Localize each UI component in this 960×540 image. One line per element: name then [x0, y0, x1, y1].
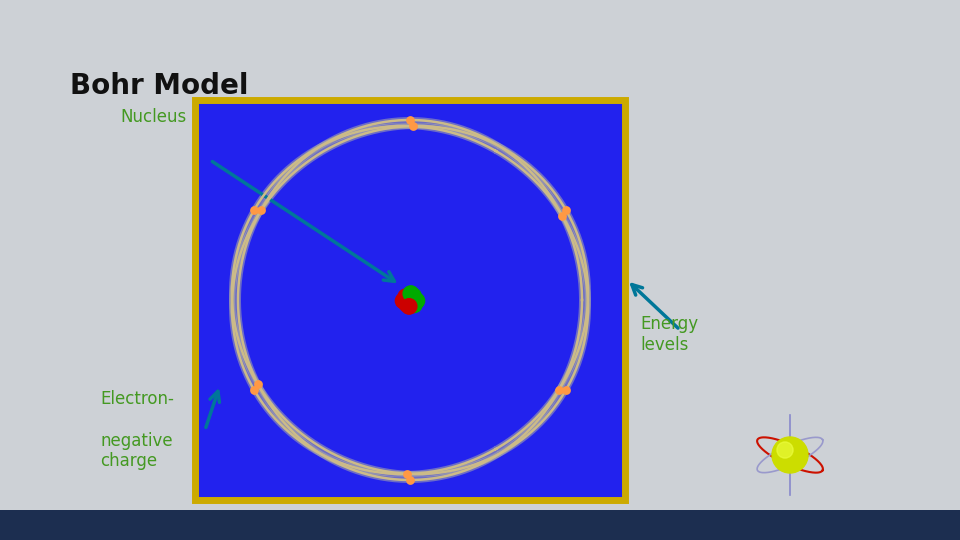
- Point: [247, 386, 262, 394]
- Point: [247, 206, 262, 214]
- Bar: [0, 510, 960, 540]
- Point: [250, 380, 265, 388]
- Point: [558, 206, 573, 214]
- Circle shape: [396, 293, 411, 308]
- Circle shape: [398, 289, 414, 305]
- Circle shape: [406, 297, 422, 313]
- Point: [558, 386, 573, 394]
- Circle shape: [401, 299, 417, 314]
- Circle shape: [403, 286, 419, 301]
- Text: Nucleus: Nucleus: [120, 108, 186, 126]
- Point: [253, 206, 269, 214]
- Text: Bohr Model: Bohr Model: [70, 72, 249, 100]
- Point: [551, 386, 566, 394]
- Point: [406, 122, 421, 130]
- Circle shape: [409, 293, 424, 308]
- Point: [402, 476, 418, 484]
- Circle shape: [772, 437, 808, 473]
- Bar: [195, 100, 625, 500]
- Circle shape: [777, 442, 793, 458]
- Point: [402, 116, 418, 124]
- Text: Electron-

negative
charge: Electron- negative charge: [100, 390, 174, 470]
- Text: Energy
levels: Energy levels: [640, 315, 698, 354]
- Circle shape: [402, 293, 418, 309]
- Point: [555, 212, 570, 220]
- Circle shape: [406, 288, 421, 303]
- Circle shape: [398, 296, 415, 312]
- Point: [398, 470, 414, 478]
